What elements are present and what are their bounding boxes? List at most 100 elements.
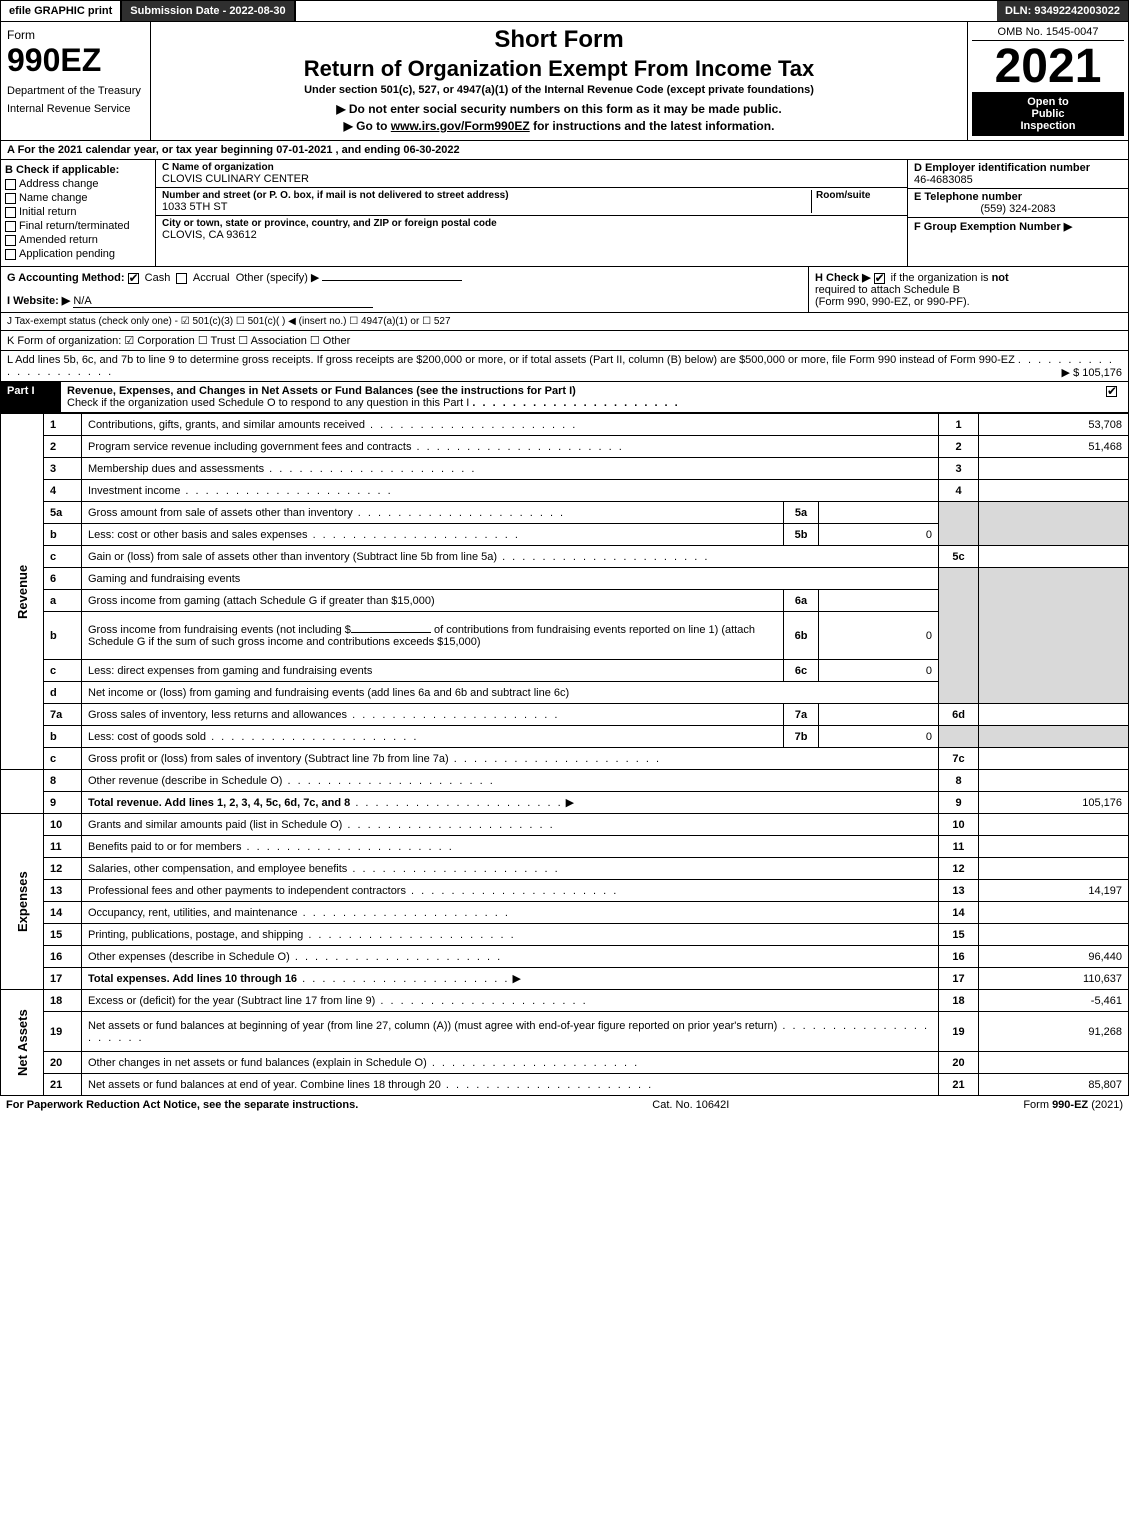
open-line-2: Public [976,108,1120,120]
part-i-title: Revenue, Expenses, and Changes in Net As… [61,382,1098,412]
chk-final-return[interactable]: Final return/terminated [5,220,151,232]
table-row: 6 Gaming and fundraising events [1,568,1129,590]
table-row: 12 Salaries, other compensation, and emp… [1,858,1129,880]
e-label: E Telephone number [914,191,1122,203]
org-name: CLOVIS CULINARY CENTER [162,173,901,185]
dept-treasury: Department of the Treasury [7,85,144,97]
chk-initial-return[interactable]: Initial return [5,206,151,218]
table-row: 8 Other revenue (describe in Schedule O)… [1,770,1129,792]
line-k: K Form of organization: ☑ Corporation ☐ … [0,331,1129,351]
val-13: 14,197 [979,880,1129,902]
table-row: 7a Gross sales of inventory, less return… [1,704,1129,726]
checkbox-icon[interactable] [1106,386,1117,397]
table-row: c Gain or (loss) from sale of assets oth… [1,546,1129,568]
l-amount: ▶ $ 105,176 [1062,366,1122,379]
instr-goto-pre: ▶ Go to [344,119,391,133]
table-row: Revenue 1 Contributions, gifts, grants, … [1,414,1129,436]
side-label-netassets: Net Assets [1,990,44,1096]
table-row: 21 Net assets or fund balances at end of… [1,1074,1129,1096]
table-row: Expenses 10 Grants and similar amounts p… [1,814,1129,836]
i-label: I Website: ▶ [7,295,70,307]
table-row: 2 Program service revenue including gove… [1,436,1129,458]
part-i-header: Part I Revenue, Expenses, and Changes in… [0,382,1129,413]
table-row: 16 Other expenses (describe in Schedule … [1,946,1129,968]
checkbox-icon[interactable] [5,207,16,218]
d-ein: 46-4683085 [914,174,1122,186]
side-label-revenue: Revenue [1,414,44,770]
top-bar: efile GRAPHIC print Submission Date - 20… [0,0,1129,22]
city-value: CLOVIS, CA 93612 [162,229,901,241]
val-19: 91,268 [979,1012,1129,1052]
line-a: A For the 2021 calendar year, or tax yea… [0,141,1129,160]
street-cell: Number and street (or P. O. box, if mail… [162,190,811,213]
checkbox-icon[interactable] [5,221,16,232]
irs-link[interactable]: www.irs.gov/Form990EZ [391,119,530,133]
chk-address-change[interactable]: Address change [5,178,151,190]
column-b: B Check if applicable: Address change Na… [1,160,156,266]
f-label: F Group Exemption Number ▶ [914,220,1122,233]
room-label: Room/suite [816,190,901,201]
part-i-checkbox[interactable] [1098,382,1128,412]
under-section: Under section 501(c), 527, or 4947(a)(1)… [157,84,961,96]
irs-label: Internal Revenue Service [7,103,144,115]
return-title: Return of Organization Exempt From Incom… [157,56,961,82]
footer-right: Form 990-EZ (2021) [1023,1099,1123,1111]
street-label: Number and street (or P. O. box, if mail… [162,190,811,201]
open-line-3: Inspection [976,120,1120,132]
checkbox-icon[interactable] [5,193,16,204]
checkbox-icon[interactable] [5,179,16,190]
instr-goto: ▶ Go to www.irs.gov/Form990EZ for instru… [157,119,961,133]
table-row: 4 Investment income 4 [1,480,1129,502]
checkbox-icon[interactable] [5,235,16,246]
efile-label[interactable]: efile GRAPHIC print [1,1,122,21]
form-number: 990EZ [7,42,144,79]
table-row: c Gross profit or (loss) from sales of i… [1,748,1129,770]
checkbox-icon[interactable] [5,249,16,260]
footer-left: For Paperwork Reduction Act Notice, see … [6,1099,358,1111]
table-row: 20 Other changes in net assets or fund b… [1,1052,1129,1074]
street-block: Number and street (or P. O. box, if mail… [156,188,907,216]
l-text: L Add lines 5b, 6c, and 7b to line 9 to … [7,354,1015,366]
city-block: City or town, state or province, country… [156,216,907,243]
website-value: N/A [73,295,373,308]
table-row: 11 Benefits paid to or for members 11 [1,836,1129,858]
val-3 [979,458,1129,480]
val-4 [979,480,1129,502]
line-h: H Check ▶ if the organization is not req… [808,267,1128,312]
e-block: E Telephone number (559) 324-2083 [908,189,1128,218]
e-phone: (559) 324-2083 [914,203,1122,215]
line-j: J Tax-exempt status (check only one) - ☑… [0,313,1129,331]
section-bcdef: B Check if applicable: Address change Na… [0,160,1129,267]
chk-h[interactable] [874,273,885,284]
tax-year: 2021 [972,41,1124,92]
val-5c [979,546,1129,568]
column-c: C Name of organization CLOVIS CULINARY C… [156,160,908,266]
h-label: H Check ▶ [815,272,871,284]
val-2: 51,468 [979,436,1129,458]
line-i: I Website: ▶ N/A [7,294,802,308]
top-spacer [296,1,997,21]
c-label: C Name of organization [162,162,901,173]
short-form-title: Short Form [157,26,961,54]
chk-cash[interactable] [128,273,139,284]
instr-ssn: ▶ Do not enter social security numbers o… [157,102,961,116]
table-row: 13 Professional fees and other payments … [1,880,1129,902]
form-header: Form 990EZ Department of the Treasury In… [0,22,1129,141]
omb-number: OMB No. 1545-0047 [972,26,1124,41]
val-9: 105,176 [979,792,1129,814]
line-g: G Accounting Method: Cash Accrual Other … [7,271,802,284]
chk-accrual[interactable] [176,273,187,284]
page-footer: For Paperwork Reduction Act Notice, see … [0,1096,1129,1114]
table-row: 5a Gross amount from sale of assets othe… [1,502,1129,524]
city-label: City or town, state or province, country… [162,218,901,229]
column-def: D Employer identification number 46-4683… [908,160,1128,266]
val-21: 85,807 [979,1074,1129,1096]
chk-application-pending[interactable]: Application pending [5,248,151,260]
other-specify-input[interactable] [322,280,462,281]
chk-amended-return[interactable]: Amended return [5,234,151,246]
val-1: 53,708 [979,414,1129,436]
chk-name-change[interactable]: Name change [5,192,151,204]
open-line-1: Open to [976,96,1120,108]
form-table: Revenue 1 Contributions, gifts, grants, … [0,413,1129,1096]
table-row: Net Assets 18 Excess or (deficit) for th… [1,990,1129,1012]
